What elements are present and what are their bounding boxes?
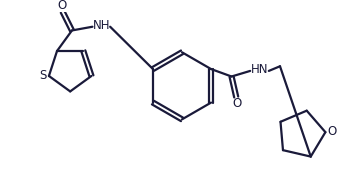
Text: NH: NH xyxy=(93,19,111,32)
Text: HN: HN xyxy=(251,64,268,76)
Text: S: S xyxy=(40,69,47,81)
Text: O: O xyxy=(233,97,242,110)
Text: O: O xyxy=(57,0,66,12)
Text: O: O xyxy=(327,125,337,138)
